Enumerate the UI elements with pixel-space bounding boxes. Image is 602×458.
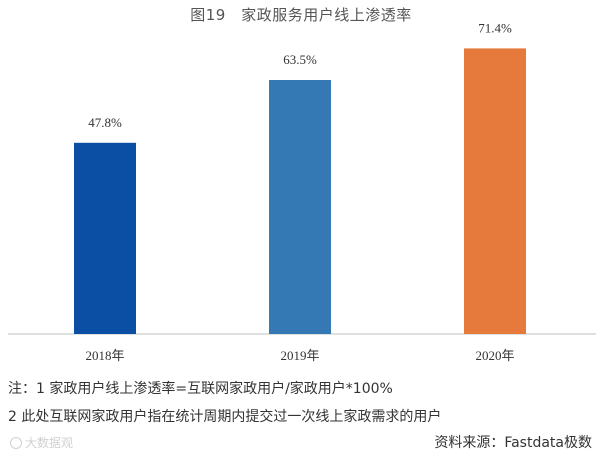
x-tick-label-1: 2019年 [280, 348, 319, 363]
note-formula: 注：1 家政用户线上渗透率=互联网家政用户/家政用户*100% [8, 381, 393, 397]
bar-0 [74, 142, 136, 334]
data-label-2: 71.4% [478, 20, 512, 35]
bar-2 [464, 48, 526, 335]
x-tick-label-2: 2020年 [475, 348, 514, 363]
chart-title: 图19 家政服务用户线上渗透率 [190, 6, 412, 24]
bar-chart: 47.8% 2018年 63.5% 2019年 71.4% 2020年 [8, 20, 596, 363]
note-definition: 2 此处互联网家政用户指在统计周期内提交过一次线上家政需求的用户 [8, 409, 442, 425]
x-tick-label-0: 2018年 [85, 348, 124, 363]
watermark-logo-icon [10, 436, 22, 449]
watermark-text: 大数据观 [25, 436, 74, 450]
data-label-1: 63.5% [283, 52, 317, 67]
bar-1 [269, 80, 331, 334]
data-label-0: 47.8% [88, 115, 122, 130]
watermark: 大数据观 [10, 434, 73, 451]
source-note: 资料来源：Fastdata极数 [434, 435, 592, 451]
